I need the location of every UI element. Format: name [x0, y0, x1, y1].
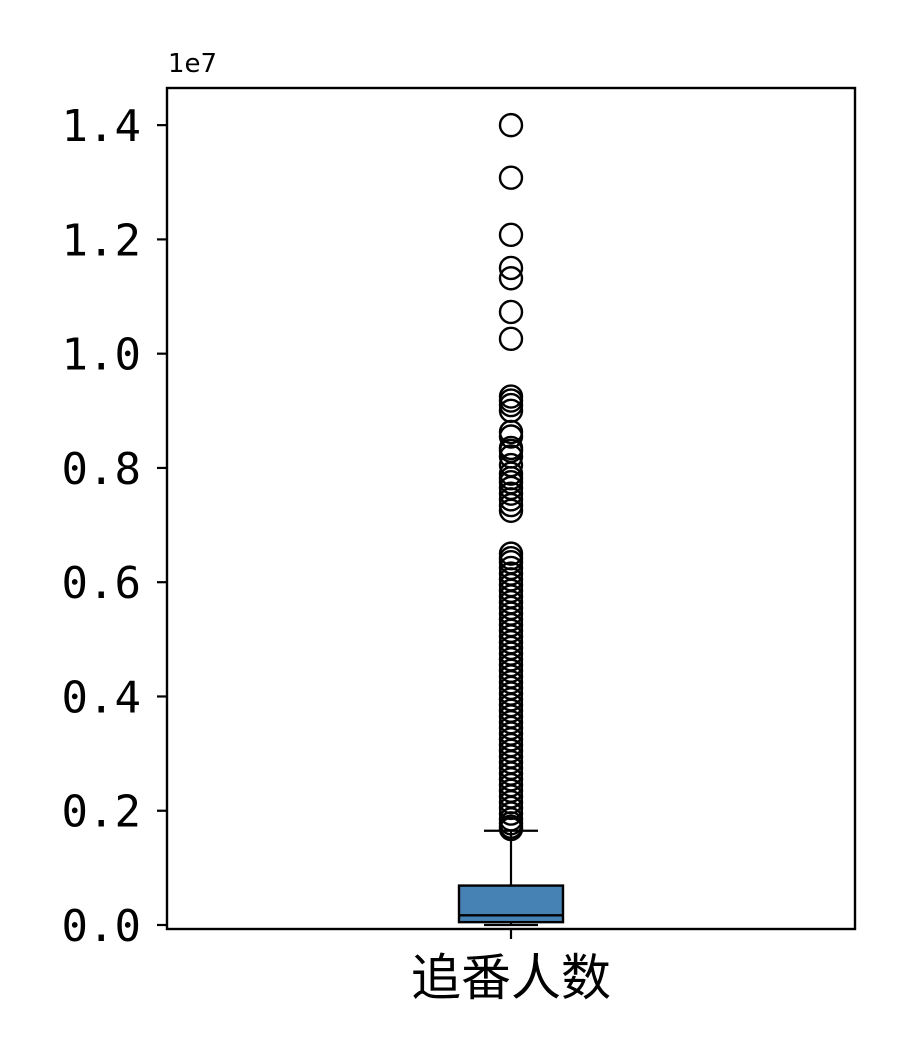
outlier-point: [498, 299, 524, 325]
outlier-point: [498, 498, 524, 523]
outlier-point: [498, 481, 524, 506]
outlier-point: [498, 326, 524, 352]
y-offset-label: 1e7: [168, 49, 217, 79]
outlier-point: [498, 392, 524, 418]
outlier-point: [498, 255, 524, 281]
y-tick-label: 0.2: [62, 787, 141, 838]
y-tick-label: 1.0: [62, 330, 141, 381]
y-axis-ticks: 0.0 0.2 0.4 0.6 0.8 1.0 1.2 1.4: [62, 101, 167, 952]
outlier-point: [498, 266, 524, 291]
outlier-point: [498, 801, 524, 826]
outlier-point: [498, 816, 524, 842]
outlier-point: [498, 112, 524, 138]
y-tick-label: 1.2: [62, 215, 141, 266]
x-axis-labels: 追番人数: [411, 929, 611, 1007]
x-tick-label: 追番人数: [411, 949, 611, 1007]
y-tick-label: 1.4: [62, 101, 141, 152]
box-plot: [457, 112, 565, 927]
iqr-box: [457, 884, 565, 924]
outlier-point: [498, 222, 524, 248]
outlier-point: [498, 492, 524, 518]
outlier-point: [498, 487, 524, 512]
outlier-point: [498, 165, 524, 190]
y-tick-label: 0.4: [62, 672, 141, 723]
y-tick-label: 0.0: [62, 901, 141, 952]
y-tick-label: 0.8: [62, 444, 141, 495]
y-tick-label: 0.6: [62, 558, 141, 609]
outlier-point: [498, 424, 524, 449]
